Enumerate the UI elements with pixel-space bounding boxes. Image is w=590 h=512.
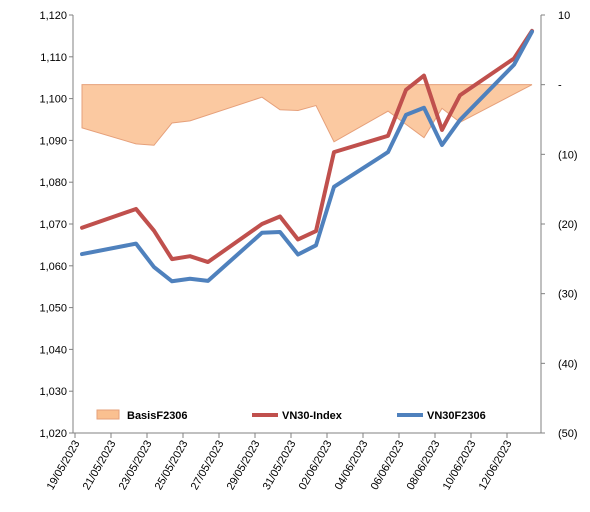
x-tick-label: 12/06/2023 [477, 439, 515, 493]
legend-label-basisf2306: BasisF2306 [127, 410, 188, 422]
y-right-tick-label: (20) [558, 219, 578, 231]
area-layer [81, 84, 533, 146]
legend: BasisF2306 VN30-Index VN30F2306 [96, 409, 486, 422]
y-left-tick-label: 1,070 [39, 219, 67, 231]
y-left-tick-label: 1,040 [39, 344, 67, 356]
series-line-vn30-index [80, 28, 534, 265]
x-tick-label: 21/05/2023 [81, 439, 119, 493]
x-tick-label: 25/05/2023 [153, 439, 191, 493]
y-left-tick-label: 1,110 [40, 52, 67, 64]
y-left-tick-label: 1,090 [39, 135, 67, 147]
y-left-tick-label: 1,120 [39, 10, 67, 22]
y-right-tick-label: 10 [558, 10, 570, 22]
series-area-basisf2306 [81, 84, 533, 146]
x-tick-label: 08/06/2023 [405, 439, 443, 493]
legend-label-vn30-index: VN30-Index [282, 410, 343, 422]
y-left-tick-label: 1,100 [39, 94, 67, 106]
y-right-tick-label: (50) [558, 428, 578, 440]
series-line-vn30f2306 [80, 29, 534, 284]
y-left-tick-label: 1,030 [39, 386, 67, 398]
line-layer [80, 28, 534, 284]
x-tick-label: 06/06/2023 [369, 439, 407, 493]
y-right-tick-label: (10) [558, 149, 578, 161]
y-left-tick-label: 1,050 [39, 303, 67, 315]
x-tick-label: 31/05/2023 [261, 439, 299, 493]
x-tick-label: 29/05/2023 [225, 439, 263, 493]
y-left-tick-label: 1,080 [39, 177, 67, 189]
x-tick-label: 10/06/2023 [441, 439, 479, 493]
y-right-tick-label: (30) [558, 289, 578, 301]
y-left-tick-label: 1,020 [39, 428, 67, 440]
x-tick-label: 04/06/2023 [333, 439, 371, 493]
x-tick-label: 23/05/2023 [117, 439, 155, 493]
y-left-tick-label: 1,060 [39, 261, 67, 273]
y-right-tick-label: (40) [558, 358, 578, 370]
legend-label-vn30f2306: VN30F2306 [427, 410, 486, 422]
x-tick-label: 02/06/2023 [297, 439, 335, 493]
y-right-tick-label: - [558, 80, 562, 92]
legend-swatch-basisf2306 [96, 409, 120, 420]
x-tick-label: 27/05/2023 [189, 439, 227, 493]
x-tick-label: 19/05/2023 [45, 439, 83, 493]
